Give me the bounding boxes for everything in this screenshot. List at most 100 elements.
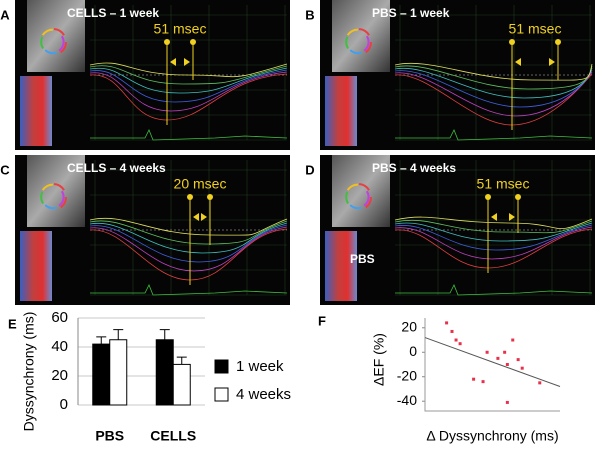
delay-arrow [201,213,207,221]
scatter-point [496,356,500,360]
strain-curve [89,69,288,103]
delay-marker-dot [485,194,491,200]
strain-curve [89,65,288,85]
panel: 20 msec CELLS – 4 weeks [15,155,290,305]
trend-line [424,337,561,387]
delay-label: 51 msec [509,21,562,37]
strain-strip [20,231,52,301]
strain-curve [89,222,288,254]
delay-arrow [515,58,521,66]
strain-curve [394,226,593,260]
y-axis-label: ΔEF (%) [371,333,387,386]
scatter-point [445,321,449,325]
bar [155,339,174,406]
ecg-trace [395,129,593,141]
echo-image [27,0,85,72]
x-tick-label: PBS [95,428,124,444]
chart-letter: E [8,316,17,331]
scatter-point [458,342,462,346]
panel-letter: D [305,162,314,177]
error-bar [159,329,170,340]
strain-ring [346,30,370,54]
delay-label: 20 msec [174,176,227,192]
bar [172,363,191,406]
strain-curve [89,220,288,245]
strain-curve [89,62,288,78]
bar [109,339,128,406]
ecg-trace [90,284,288,296]
strain-ring [40,29,66,55]
scatter-point [454,338,458,342]
delay-marker-dot [515,194,521,200]
bar [92,343,111,406]
strain-strip [325,76,357,146]
delay-arrow [491,213,497,221]
strain-curve [394,222,593,242]
strain-curve [394,62,593,81]
y-axis-label: Dyssynchrony (ms) [21,312,37,432]
scatter-point [485,350,489,354]
panel-title: PBS – 4 weeks [372,161,456,175]
delay-label: 51 msec [154,21,207,37]
strain-ring [345,184,371,210]
scatter-point [520,366,524,370]
legend-swatch [214,359,229,374]
scatter-point [472,377,476,381]
delay-arrow [509,213,515,221]
delay-arrow [170,58,176,66]
panel-note: PBS [350,252,375,266]
legend-swatch [214,387,229,402]
y-tick-label: -20 [397,367,417,383]
delay-label: 51 msec [477,176,530,192]
scatter-point [503,350,507,354]
y-tick-label: 60 [51,309,68,326]
strain-ring [345,184,371,210]
strain-curve [394,69,593,108]
y-tick-label: 40 [51,338,68,355]
strain-curve [394,216,593,229]
strain-ring [345,29,371,55]
strain-curve [394,224,593,251]
strain-ring [40,184,66,210]
strain-ring [345,29,371,55]
x-tick-label: CELLS [150,428,196,444]
panel-letter: A [0,7,10,22]
echo-image [332,0,390,72]
panel: 51 msec PBS – 4 weeks PBS [320,155,595,305]
scatter-point [505,363,509,366]
echo-image [332,155,390,227]
strain-ring [41,185,65,209]
delay-marker-dot [207,194,213,200]
scatter-point [505,400,509,404]
panel-title: CELLS – 4 weeks [67,161,166,175]
legend-label: 4 weeks [236,386,291,403]
strain-curve [89,71,288,112]
delay-marker-dot [164,39,170,45]
scatter-point [516,358,520,362]
delay-marker-dot [187,194,193,200]
panel-title: CELLS – 1 week [67,6,159,20]
legend-label: 1 week [236,358,284,375]
strain-curve [394,67,593,99]
chart-letter: F [318,313,326,328]
axes [424,318,560,412]
delay-arrow [193,213,199,221]
strain-ring [40,29,66,55]
strain-curve [89,224,288,263]
strain-ring [40,184,66,210]
strain-curve [394,219,593,234]
strain-curve [89,67,288,94]
ecg-trace [90,129,288,141]
scatter-point [450,329,454,333]
scatter-point [481,380,485,384]
y-tick-label: 0 [60,396,68,413]
scatter-point [538,381,542,385]
strain-curve [89,226,288,272]
strain-ring [346,185,370,209]
error-bar [96,336,107,345]
error-bar [113,329,124,340]
x-axis-label: Δ Dyssynchrony (ms) [426,428,558,444]
error-bar [176,356,187,365]
